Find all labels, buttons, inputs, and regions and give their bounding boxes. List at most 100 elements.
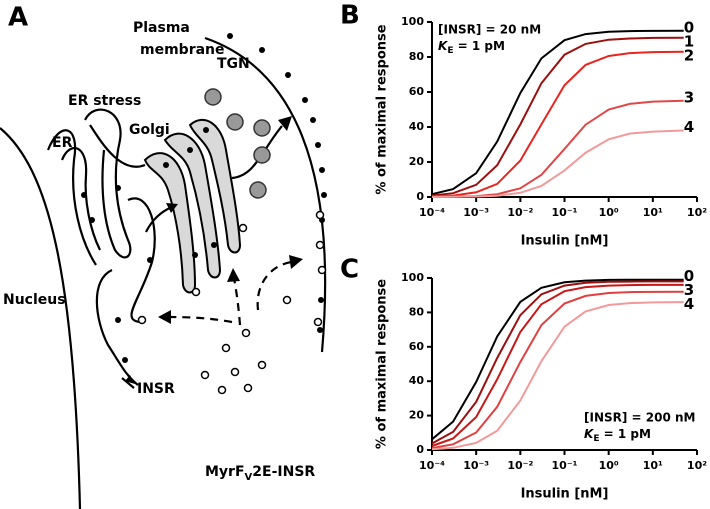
tgn-vesicle	[204, 88, 222, 106]
y-tick-label: 40	[409, 374, 425, 387]
membrane-dot	[187, 147, 193, 153]
open-vesicle	[241, 328, 251, 338]
curve	[431, 36, 684, 197]
diagram: Plasma membrane TGN ER stress Golgi ER N…	[0, 20, 327, 509]
dashed-arrow	[167, 315, 233, 324]
annotation-part: K	[438, 39, 449, 53]
dashed-arrow	[256, 260, 293, 311]
open-vesicle	[243, 383, 253, 393]
arrow	[121, 377, 135, 389]
y-tick-label: 0	[416, 443, 424, 456]
y-tick-label: 20	[409, 155, 425, 168]
curve	[431, 129, 684, 198]
golgi-cisterna	[143, 152, 197, 294]
curve	[431, 301, 684, 451]
membrane-dot	[211, 242, 217, 248]
membrane-dot	[259, 47, 265, 53]
annotation-part: = 1 pM	[453, 39, 504, 53]
curve	[431, 280, 684, 445]
er-membrane	[84, 108, 132, 259]
series-label: 3	[684, 88, 694, 106]
callout-line	[89, 124, 146, 168]
diagram-label: membrane	[140, 42, 225, 58]
y-tick-label: 40	[409, 120, 425, 133]
label-part: MyrF	[205, 464, 245, 480]
open-vesicle	[200, 370, 210, 380]
curve	[431, 278, 684, 441]
plasma-membrane	[204, 36, 327, 353]
x-axis-label: Insulin [nM]	[521, 487, 609, 502]
panel-letter: B	[340, 1, 360, 31]
y-tick-label: 80	[409, 305, 425, 318]
er-membrane	[46, 129, 97, 266]
diagram-label: Nucleus	[3, 292, 66, 308]
diagram-label: Golgi	[129, 122, 170, 138]
diagram-label: ER stress	[68, 93, 141, 109]
annotation-part: E	[447, 46, 453, 56]
y-tick-label: 100	[401, 15, 424, 28]
golgi-cisterna	[188, 119, 242, 254]
annotation-part: E	[593, 434, 599, 444]
membrane-dot	[192, 252, 198, 258]
series-label: 4	[684, 295, 694, 313]
x-tick-label: 10¹	[643, 459, 663, 472]
series-label: 0	[684, 18, 694, 36]
nuclear-envelope	[0, 127, 82, 509]
x-tick-label: 10⁻²	[507, 459, 533, 472]
x-tick-label: 10⁻⁴	[419, 206, 445, 219]
membrane-dot	[315, 142, 321, 148]
curve	[431, 29, 684, 196]
tgn-vesicle	[253, 119, 271, 137]
y-tick-label: 60	[409, 85, 425, 98]
curve	[431, 50, 684, 198]
open-vesicle	[137, 315, 147, 325]
golgi-cisterna	[163, 132, 222, 279]
x-tick-label: 10⁻¹	[552, 459, 578, 472]
diagram-label: INSR	[137, 381, 175, 397]
tgn-vesicle	[226, 113, 244, 131]
panel-letter: C	[340, 255, 359, 285]
x-axis-label: Insulin [nM]	[521, 234, 609, 249]
membrane-dot	[321, 192, 327, 198]
x-tick-label: 10⁻⁴	[419, 459, 445, 472]
open-vesicle	[317, 265, 327, 275]
x-tick-label: 10⁰	[599, 459, 619, 472]
x-tick-label: 10⁰	[599, 206, 619, 219]
membrane-dot	[203, 127, 209, 133]
annotation: [INSR] = 200 nM	[584, 411, 695, 425]
arrowhead	[289, 255, 303, 269]
x-tick-label: 10⁻³	[463, 459, 489, 472]
open-vesicle	[191, 287, 201, 297]
x-tick-label: 10¹	[643, 206, 663, 219]
series-label: 3	[684, 281, 694, 299]
open-vesicle	[217, 385, 227, 395]
x-tick-label: 10⁻³	[463, 206, 489, 219]
x-tick-label: 10⁻²	[507, 206, 533, 219]
curve	[431, 283, 684, 447]
membrane-dot	[81, 192, 87, 198]
annotation: KE = 1 pM	[584, 427, 651, 444]
series-label: 0	[684, 267, 694, 285]
dashed-arrow	[232, 277, 242, 326]
tgn-vesicle	[253, 146, 271, 164]
open-vesicle	[221, 343, 231, 353]
annotation: KE = 1 pM	[438, 39, 505, 56]
open-vesicle	[313, 317, 323, 327]
open-vesicle	[315, 240, 325, 250]
arrowhead	[166, 203, 178, 213]
open-vesicle	[282, 295, 292, 305]
er-membrane	[60, 147, 101, 251]
y-tick-label: 80	[409, 50, 425, 63]
open-vesicle	[238, 223, 248, 233]
membrane-dot	[317, 327, 323, 333]
label-part: 2E-INSR	[252, 464, 315, 480]
er-membrane	[95, 268, 139, 386]
x-tick-label: 10²	[687, 459, 707, 472]
open-vesicle	[315, 210, 325, 220]
annotation-part: = 1 pM	[599, 427, 650, 441]
arrowhead	[125, 375, 135, 384]
label-subscript: V	[245, 472, 253, 483]
diagram-label: TGN	[217, 56, 250, 72]
series-label: 4	[684, 118, 694, 136]
